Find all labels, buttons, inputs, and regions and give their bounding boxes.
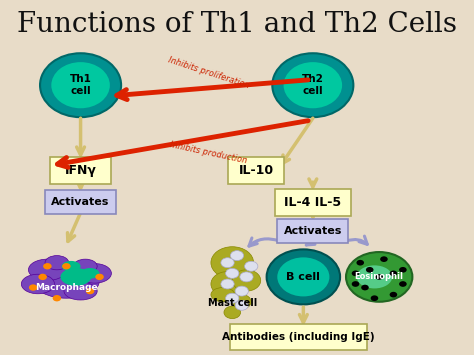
Ellipse shape xyxy=(61,268,91,286)
Ellipse shape xyxy=(224,306,240,319)
Text: Inhibits proliferation: Inhibits proliferation xyxy=(167,56,250,91)
Ellipse shape xyxy=(78,263,111,283)
FancyBboxPatch shape xyxy=(45,190,116,214)
Ellipse shape xyxy=(40,53,121,117)
Circle shape xyxy=(221,258,234,268)
Ellipse shape xyxy=(28,259,66,280)
Circle shape xyxy=(399,281,407,287)
Circle shape xyxy=(226,293,239,303)
Circle shape xyxy=(371,295,378,301)
Ellipse shape xyxy=(81,268,100,279)
Circle shape xyxy=(361,285,369,290)
Ellipse shape xyxy=(51,62,110,108)
Ellipse shape xyxy=(21,274,55,294)
FancyBboxPatch shape xyxy=(50,157,111,184)
Ellipse shape xyxy=(283,62,342,108)
Text: Th2
cell: Th2 cell xyxy=(302,74,324,97)
Text: IL-4 IL-5: IL-4 IL-5 xyxy=(284,196,341,209)
Circle shape xyxy=(245,261,258,271)
Circle shape xyxy=(390,292,397,297)
Circle shape xyxy=(86,288,94,294)
Text: IFNγ: IFNγ xyxy=(64,164,97,177)
Ellipse shape xyxy=(346,252,412,302)
Ellipse shape xyxy=(232,295,251,309)
Circle shape xyxy=(38,274,47,280)
Ellipse shape xyxy=(33,263,100,298)
Ellipse shape xyxy=(64,282,97,300)
Ellipse shape xyxy=(211,288,235,302)
Circle shape xyxy=(230,251,244,261)
Text: Antibodies (including IgE): Antibodies (including IgE) xyxy=(222,332,375,342)
Circle shape xyxy=(235,286,248,296)
Circle shape xyxy=(95,274,104,280)
Circle shape xyxy=(366,267,374,273)
Circle shape xyxy=(352,281,359,287)
Text: Activates: Activates xyxy=(283,226,342,236)
Text: Functions of Th1 and Th2 Cells: Functions of Th1 and Th2 Cells xyxy=(17,11,457,38)
Text: Eosinophil: Eosinophil xyxy=(355,272,404,282)
Text: B cell: B cell xyxy=(286,272,320,282)
Circle shape xyxy=(380,256,388,262)
Ellipse shape xyxy=(272,53,353,117)
Circle shape xyxy=(356,260,364,266)
Circle shape xyxy=(53,295,61,301)
Text: Th1
cell: Th1 cell xyxy=(70,74,91,97)
Circle shape xyxy=(390,271,397,276)
FancyBboxPatch shape xyxy=(228,157,284,184)
Circle shape xyxy=(226,268,239,278)
Text: Inhibits production: Inhibits production xyxy=(169,140,248,165)
Circle shape xyxy=(29,284,37,291)
Ellipse shape xyxy=(266,249,340,305)
Ellipse shape xyxy=(45,256,69,270)
Text: Activates: Activates xyxy=(51,197,110,207)
Ellipse shape xyxy=(232,270,261,291)
Circle shape xyxy=(352,271,359,276)
FancyBboxPatch shape xyxy=(275,189,351,216)
Ellipse shape xyxy=(357,266,392,288)
Circle shape xyxy=(62,263,71,269)
Text: Mast cell: Mast cell xyxy=(208,298,257,308)
Ellipse shape xyxy=(62,261,81,272)
Text: IL-10: IL-10 xyxy=(238,164,273,177)
Ellipse shape xyxy=(277,257,329,296)
Ellipse shape xyxy=(211,272,244,296)
Circle shape xyxy=(235,300,248,310)
Circle shape xyxy=(399,267,407,273)
Circle shape xyxy=(375,274,383,280)
Circle shape xyxy=(43,263,52,269)
Circle shape xyxy=(240,272,253,282)
FancyBboxPatch shape xyxy=(277,219,348,243)
Ellipse shape xyxy=(73,259,97,273)
Circle shape xyxy=(221,279,234,289)
FancyBboxPatch shape xyxy=(230,324,367,350)
Ellipse shape xyxy=(211,247,254,279)
Text: Macrophage: Macrophage xyxy=(35,283,98,292)
